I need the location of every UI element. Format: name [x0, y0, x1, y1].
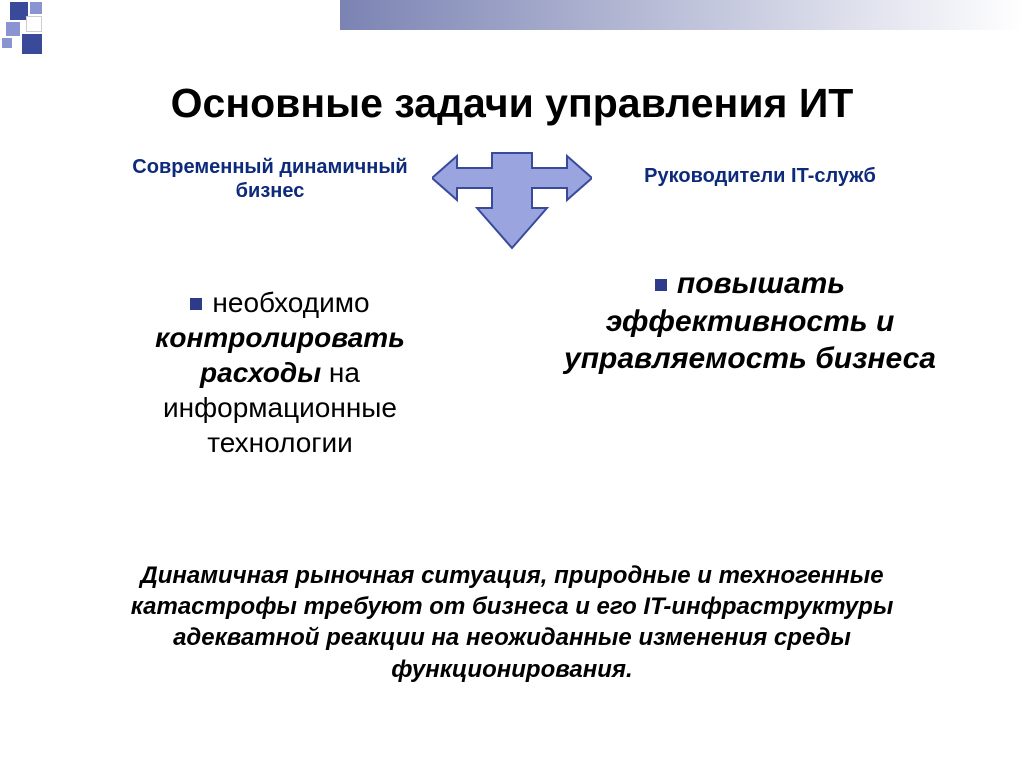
- left-prefix: необходимо: [212, 287, 369, 318]
- right-text: повышать эффективность и управляемость б…: [564, 267, 936, 375]
- left-emphasis: контролировать расходы: [155, 322, 405, 388]
- left-column-text: необходимо контролировать расходы на инф…: [100, 285, 460, 460]
- slide-title: Основные задачи управления ИТ: [0, 80, 1024, 127]
- three-way-arrow-icon: [432, 148, 592, 258]
- subhead-right: Руководители IT-служб: [590, 165, 930, 188]
- subhead-left: Современный динамичный бизнес: [130, 155, 410, 203]
- corner-squares-decoration: [0, 0, 60, 60]
- bullet-icon: [655, 279, 667, 291]
- footer-paragraph: Динамичная рыночная ситуация, природные …: [80, 560, 944, 685]
- right-column-text: повышать эффективность и управляемость б…: [550, 265, 950, 378]
- bullet-icon: [190, 298, 202, 310]
- header-gradient: [340, 0, 1024, 30]
